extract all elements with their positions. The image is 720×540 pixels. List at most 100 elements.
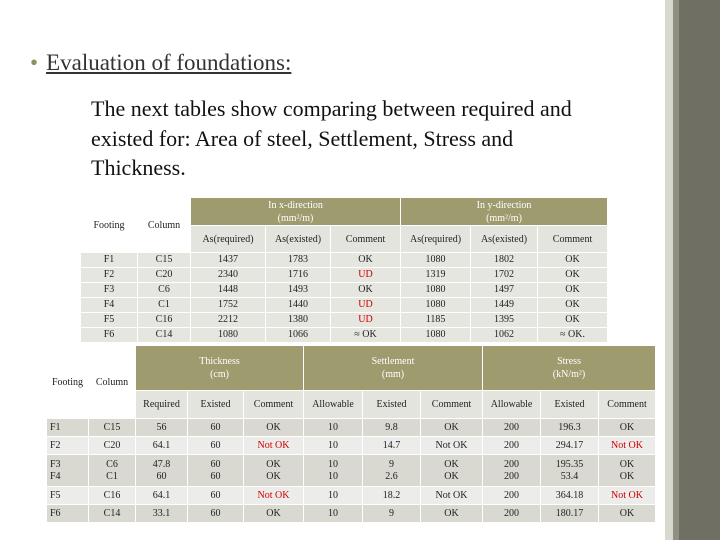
cell-text: C1	[106, 470, 118, 482]
cell-text: F6	[50, 508, 61, 519]
subheader-cell: Existed	[540, 390, 600, 419]
cell-text: 1440	[288, 299, 308, 310]
cell: 64.1	[135, 436, 188, 455]
cell-text: 60	[210, 470, 221, 482]
cell-text: 60	[156, 470, 167, 482]
cell-text: 1448	[218, 284, 238, 295]
cell-text: OK	[358, 254, 373, 265]
group-title: In y-direction	[476, 199, 532, 211]
cell-text: 195.35	[555, 458, 584, 470]
decor-band	[665, 0, 720, 540]
cell-text: 10	[328, 490, 339, 501]
subheader-cell: Comment	[537, 225, 609, 253]
cell: 364.18	[540, 486, 600, 505]
cell-text: 1080	[425, 329, 446, 340]
cell-text: UD	[358, 269, 373, 280]
subheader-cell: Allowable	[482, 390, 542, 419]
cell: UD	[329, 267, 402, 283]
row: F1 C15 56 60 OK 10 9.8 OK 200 196.3 OK	[46, 418, 657, 437]
cell-text: 9	[389, 458, 395, 470]
cell: OK	[598, 504, 657, 523]
heading: • Evaluation of foundations:	[30, 50, 292, 75]
cell-text: 1783	[288, 254, 308, 265]
cell: 33.1	[135, 504, 188, 523]
cell: Not OK	[420, 436, 484, 455]
cell: 1449	[470, 297, 539, 313]
cell: C1	[137, 297, 191, 313]
cell-text: 56	[156, 422, 167, 433]
cell-text: 1080	[425, 284, 446, 295]
cell: Not OK	[598, 486, 657, 505]
cell-text: 1080	[218, 329, 238, 340]
cell-text: 364.18	[555, 490, 584, 501]
group-header: Stress (kN/m²)	[482, 345, 657, 391]
cell-text: 14.7	[382, 440, 401, 451]
cell-text: Not OK	[435, 490, 468, 501]
cell-text: OK	[565, 269, 580, 280]
cell-text: UD	[358, 299, 373, 310]
cell: F5	[46, 486, 89, 505]
cell: ≈ OK	[329, 327, 402, 343]
cell-text: 1716	[288, 269, 308, 280]
cell: C20	[88, 436, 136, 455]
cell-text: OK	[619, 422, 635, 433]
cell-text: 64.1	[152, 440, 171, 451]
cell: 64.1	[135, 486, 188, 505]
cell: 200	[482, 436, 542, 455]
cell-text: F6	[103, 329, 115, 340]
cell-text: 200	[504, 490, 520, 501]
cell: 1080	[400, 282, 472, 298]
cell: 200 200	[482, 454, 542, 487]
cell: OK	[598, 418, 657, 437]
group-title: In x-direction	[268, 199, 323, 211]
row: F4 C1 1752 1440 UD 1080 1449 OK	[80, 297, 609, 313]
cell: 10 10	[303, 454, 364, 487]
cell: 60 60	[187, 454, 244, 487]
cell: OK	[242, 418, 305, 437]
cell-text: F5	[50, 490, 61, 501]
cell: 200	[482, 418, 542, 437]
cell: C16	[137, 312, 191, 328]
subheader-cell: Comment	[242, 390, 305, 419]
cell-text: 200	[504, 422, 520, 433]
subheader-cell: Required	[135, 390, 188, 419]
cell: 1437	[190, 252, 266, 268]
subheader-cell: Allowable	[303, 390, 364, 419]
cell: C20	[137, 267, 191, 283]
steel-table: Footing Column In x-direction (mm²/m) In y-d…	[80, 197, 609, 343]
cell: UD	[329, 312, 402, 328]
cell-text: F3	[103, 284, 115, 295]
cell: C14	[88, 504, 136, 523]
cell-text: 1066	[288, 329, 308, 340]
cell-text: F4	[103, 299, 115, 310]
header-row: Footing Column Thickness (cm) Settlement (mm)…	[46, 345, 657, 419]
group-header: In x-direction (mm²/m)	[189, 197, 402, 226]
cell: 60	[187, 504, 244, 523]
header: Footing Column Thickness (cm) Settlement (mm)…	[46, 345, 657, 419]
cell-text: 1395	[494, 314, 515, 325]
cell: C14	[137, 327, 191, 343]
cell-text: F4	[50, 470, 61, 482]
cell-text: OK	[619, 508, 635, 519]
cell: F1	[80, 252, 138, 268]
cell: 1066	[265, 327, 331, 343]
cell: 1752	[190, 297, 266, 313]
cell: OK	[537, 267, 609, 283]
cell-text: 60	[210, 458, 221, 470]
cell-text: 60	[210, 440, 221, 451]
group-title: Settlement	[371, 356, 415, 367]
cell-text: OK	[358, 284, 373, 295]
cell-text: OK	[565, 314, 580, 325]
body: F1 C15 56 60 OK 10 9.8 OK 200 196.3 OK F2 C20 64.1 60 N…	[46, 418, 657, 523]
paragraph-line: The next tables show comparing between r…	[91, 96, 572, 121]
cell-text: 1493	[288, 284, 308, 295]
cell-text: 200	[504, 470, 520, 482]
cell: 1783	[265, 252, 331, 268]
cell-text: Not OK	[435, 440, 468, 451]
header-cell: Column	[137, 197, 191, 253]
cell-text: F1	[103, 254, 115, 265]
cell-text: 9.8	[385, 422, 398, 433]
cell-text: F5	[103, 314, 115, 325]
subheader-cell: Comment	[329, 225, 402, 253]
